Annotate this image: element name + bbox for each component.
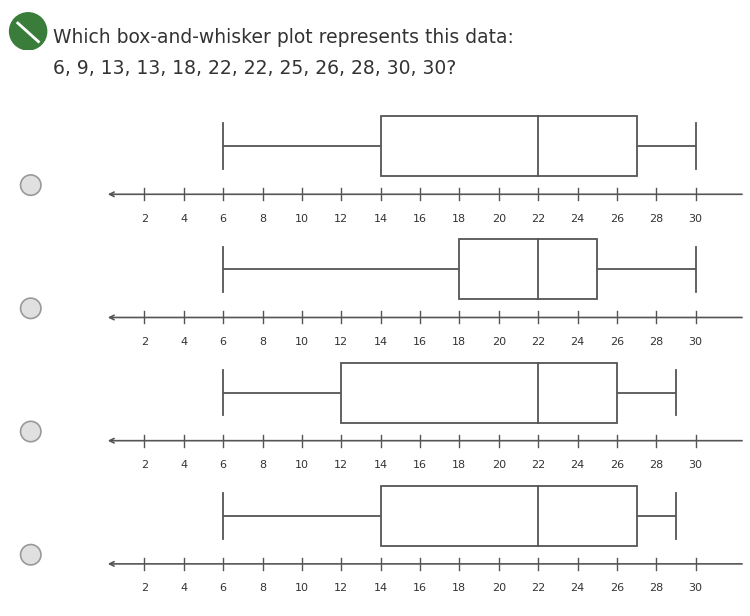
Text: 12: 12: [334, 583, 348, 593]
Bar: [341, 363, 616, 423]
Text: 6: 6: [220, 460, 226, 470]
Text: 16: 16: [413, 337, 427, 347]
Text: 6: 6: [220, 337, 226, 347]
Circle shape: [10, 13, 46, 50]
Text: 10: 10: [295, 583, 309, 593]
Text: 14: 14: [374, 214, 388, 224]
Text: 26: 26: [610, 214, 624, 224]
Text: 4: 4: [180, 214, 188, 224]
Text: 2: 2: [141, 214, 148, 224]
Text: 28: 28: [649, 460, 663, 470]
Text: 12: 12: [334, 214, 348, 224]
Text: 2: 2: [141, 583, 148, 593]
Text: 4: 4: [180, 460, 188, 470]
Text: 2: 2: [141, 337, 148, 347]
Text: 28: 28: [649, 214, 663, 224]
Text: 30: 30: [688, 337, 703, 347]
Text: 20: 20: [492, 214, 506, 224]
Text: 30: 30: [688, 214, 703, 224]
Text: 4: 4: [180, 337, 188, 347]
Text: 30: 30: [688, 583, 703, 593]
Text: 26: 26: [610, 583, 624, 593]
Text: 6: 6: [220, 583, 226, 593]
Text: 22: 22: [531, 214, 545, 224]
Text: 20: 20: [492, 583, 506, 593]
Text: 18: 18: [452, 214, 466, 224]
Text: 20: 20: [492, 460, 506, 470]
Text: 18: 18: [452, 460, 466, 470]
Text: 24: 24: [570, 337, 585, 347]
Text: 8: 8: [259, 583, 266, 593]
Bar: [380, 486, 637, 546]
Text: 16: 16: [413, 214, 427, 224]
Text: 26: 26: [610, 460, 624, 470]
Text: 22: 22: [531, 337, 545, 347]
Text: 24: 24: [570, 583, 585, 593]
Text: 18: 18: [452, 583, 466, 593]
Text: 10: 10: [295, 214, 309, 224]
Text: 22: 22: [531, 460, 545, 470]
Text: 22: 22: [531, 583, 545, 593]
Text: 28: 28: [649, 583, 663, 593]
Circle shape: [20, 421, 41, 442]
Bar: [380, 116, 637, 176]
Text: 30: 30: [688, 460, 703, 470]
Text: 8: 8: [259, 460, 266, 470]
Text: 28: 28: [649, 337, 663, 347]
Text: 18: 18: [452, 337, 466, 347]
Text: 14: 14: [374, 583, 388, 593]
Circle shape: [20, 175, 41, 195]
Text: 6: 6: [220, 214, 226, 224]
Text: Which box-and-whisker plot represents this data:: Which box-and-whisker plot represents th…: [53, 28, 513, 47]
Text: 16: 16: [413, 583, 427, 593]
Text: 10: 10: [295, 460, 309, 470]
Text: 12: 12: [334, 337, 348, 347]
Text: 24: 24: [570, 460, 585, 470]
Circle shape: [20, 545, 41, 565]
Bar: [459, 240, 597, 299]
Text: 26: 26: [610, 337, 624, 347]
Text: 4: 4: [180, 583, 188, 593]
Text: 24: 24: [570, 214, 585, 224]
Text: 16: 16: [413, 460, 427, 470]
Text: 2: 2: [141, 460, 148, 470]
Text: 12: 12: [334, 460, 348, 470]
Text: 6, 9, 13, 13, 18, 22, 22, 25, 26, 28, 30, 30?: 6, 9, 13, 13, 18, 22, 22, 25, 26, 28, 30…: [53, 59, 456, 78]
Text: 8: 8: [259, 214, 266, 224]
Text: 8: 8: [259, 337, 266, 347]
Text: 14: 14: [374, 460, 388, 470]
Text: 20: 20: [492, 337, 506, 347]
Circle shape: [20, 298, 41, 318]
Text: 10: 10: [295, 337, 309, 347]
Text: 14: 14: [374, 337, 388, 347]
